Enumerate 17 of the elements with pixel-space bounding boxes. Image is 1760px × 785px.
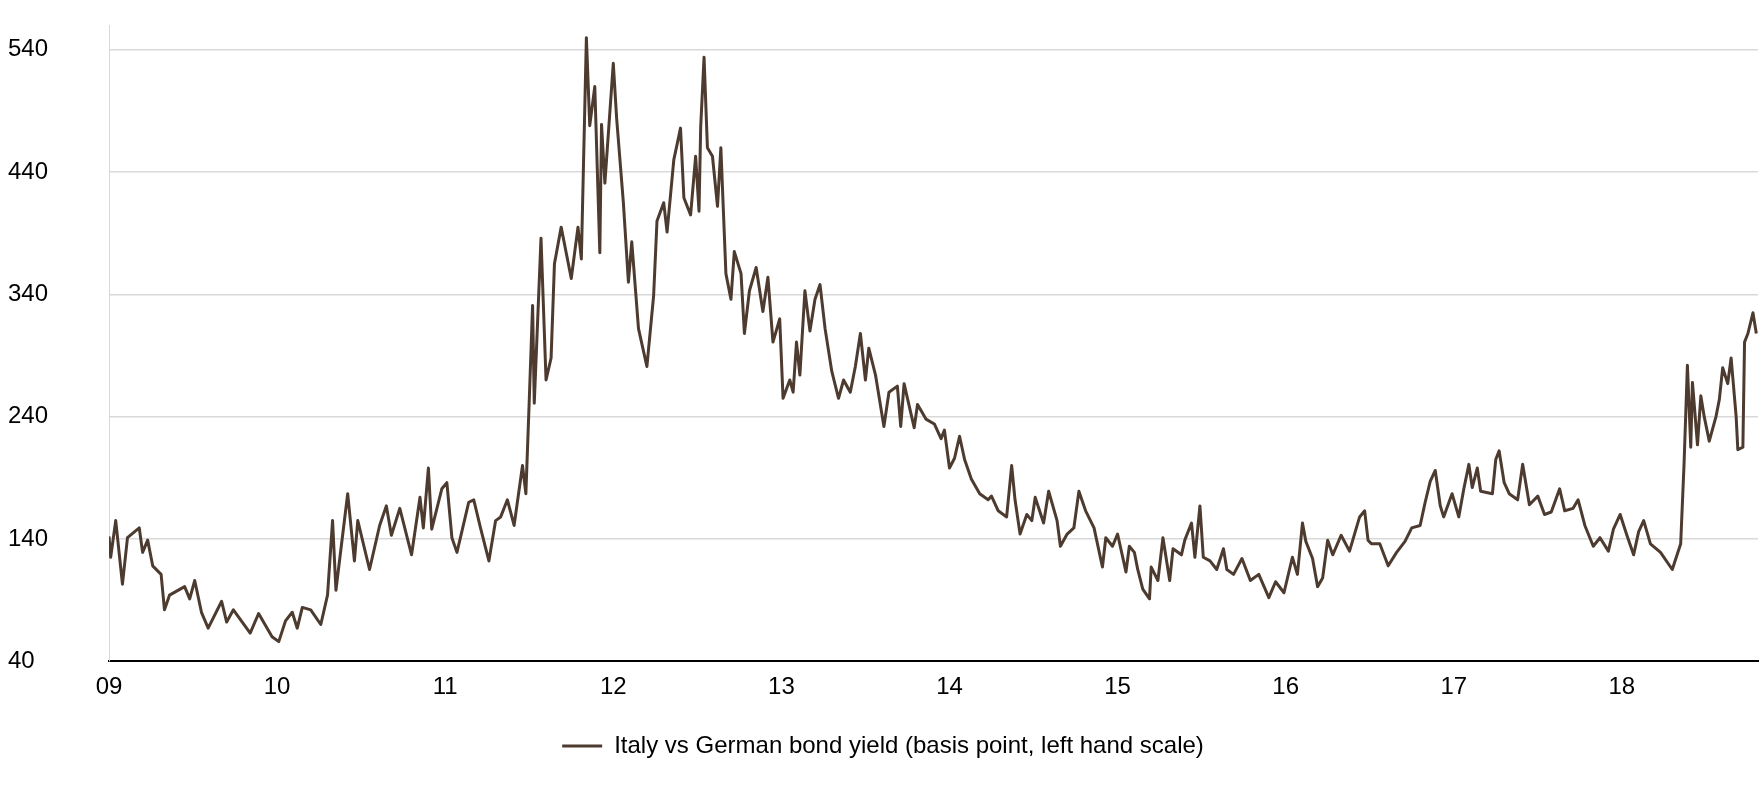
x-tick-label: 18 [1608, 672, 1636, 700]
y-tick-label: 40 [8, 645, 35, 673]
x-tick-label: 16 [1272, 672, 1300, 700]
y-tick-label: 240 [8, 401, 49, 429]
y-tick-label: 440 [8, 156, 49, 184]
x-tick-label: 15 [1104, 672, 1131, 700]
y-tick-label: 340 [8, 279, 49, 307]
y-tick-label: 540 [8, 34, 49, 62]
legend-label: Italy vs German bond yield (basis point, left hand scale) [614, 730, 1204, 758]
y-tick-label: 140 [8, 523, 49, 551]
x-tick-label: 11 [432, 672, 458, 700]
x-tick-label: 12 [599, 672, 627, 700]
x-tick-label: 13 [768, 672, 795, 700]
x-tick-label: 14 [936, 672, 963, 700]
x-tick-label: 10 [263, 672, 291, 700]
x-tick-label: 17 [1440, 672, 1468, 700]
x-tick-label: 09 [95, 672, 123, 700]
